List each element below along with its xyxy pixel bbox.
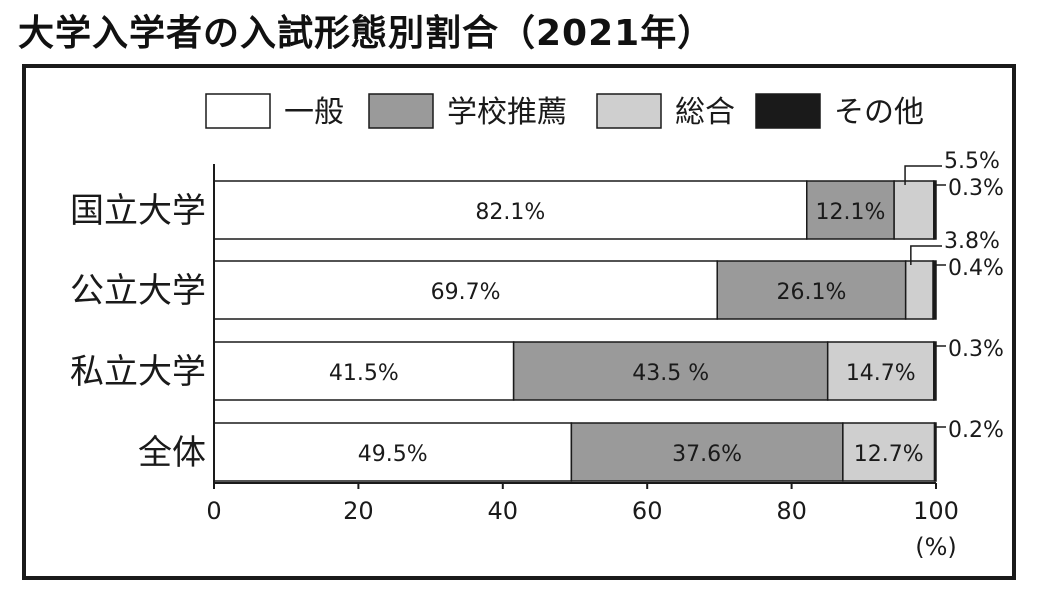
x-tick-label-4: 80 [776,497,807,525]
data-label-1-0: 69.7% [431,280,501,305]
x-unit-label: (%) [915,533,957,561]
data-label-3-2: 12.7% [854,442,924,467]
bar-2-1 [512,341,829,401]
legend-label-0: 一般 [284,95,344,130]
data-label-1-2: 3.8% [944,229,1000,254]
bar-0-0 [213,180,808,240]
bar-0-3 [933,180,937,240]
x-tick-label-0: 0 [206,497,221,525]
leader-line-0-2 [904,165,942,185]
x-axis: 0 20 40 60 80 100 (%) [206,164,959,561]
data-label-1-1: 26.1% [777,280,847,305]
category-label-1: 公立大学 [70,271,206,311]
data-label-3-0: 49.5% [358,442,428,467]
legend-swatch-1 [368,93,434,129]
bar-3-3 [933,422,937,482]
bars: 国立大学 82.1% 12.1%5.5%0.3%公立大学 69.7% 26.1%3.8%… [70,149,1004,482]
stacked-bar-chart: 一般 学校推薦 総合 その他 国立大学 82.1% 12.1%5.5%0.3%公立大学 69… [70,93,1004,561]
bar-3-1 [570,422,844,482]
legend: 一般 学校推薦 総合 その他 [205,93,924,130]
legend-label-1: 学校推薦 [447,95,567,130]
data-label-3-3: 0.2% [948,418,1004,443]
data-label-0-3: 0.3% [948,176,1004,201]
legend-swatch-0 [205,93,271,129]
data-label-2-2: 14.7% [846,361,916,386]
data-label-0-1: 12.1% [815,200,885,225]
data-label-2-3: 0.3% [948,337,1004,362]
bar-0-2 [893,180,935,240]
data-label-2-1: 43.5 % [632,361,709,386]
chart-frame: 一般 学校推薦 総合 その他 国立大学 82.1% 12.1% 5.5% 0.3% 公立大学 69… [22,64,1016,580]
data-label-2-0: 41.5% [329,361,399,386]
bar-0-1 [806,180,895,240]
legend-swatch-2 [596,93,662,129]
bar-2-3 [933,341,937,401]
bar-1-1 [716,260,907,320]
x-tick-label-2: 40 [488,497,519,525]
chart-title: 大学入学者の入試形態別割合（2021年） [18,13,715,54]
legend-label-2: 総合 [675,95,735,130]
category-label-2: 私立大学 [70,352,206,392]
leader-line-1-2 [910,245,942,265]
category-label-3: 全体 [138,433,206,473]
data-label-0-2: 5.5% [944,149,1000,174]
data-label-1-3: 0.4% [948,256,1004,281]
x-tick-label-1: 20 [343,497,374,525]
data-label-0-0: 82.1% [475,200,545,225]
x-tick-label-3: 60 [632,497,663,525]
category-label-0: 国立大学 [70,191,206,231]
bar-1-3 [932,260,937,320]
legend-label-3: その他 [834,95,924,130]
legend-swatch-3 [755,93,821,129]
bar-1-2 [904,260,934,320]
data-label-3-1: 37.6% [672,442,742,467]
x-tick-label-5: 100 [913,497,959,525]
